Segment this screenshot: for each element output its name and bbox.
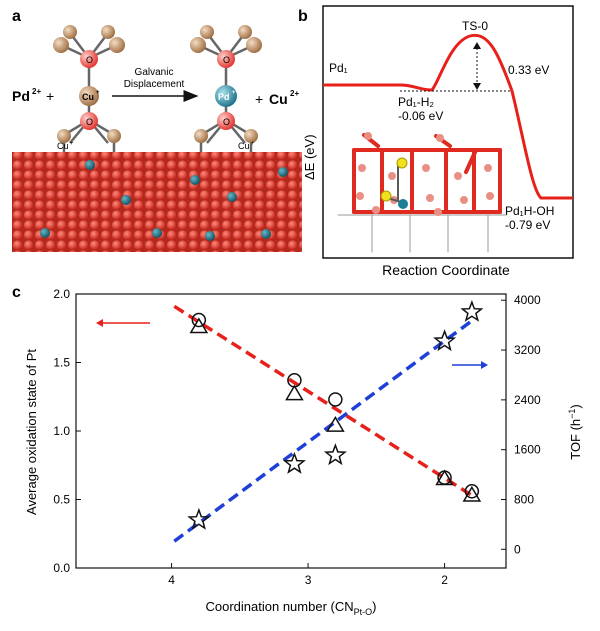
atom-o-label: O <box>223 55 230 65</box>
star-point <box>433 329 457 352</box>
pd-complex-right-atoms <box>190 25 262 143</box>
atom-cu-center-charge: + <box>96 90 100 96</box>
circle-point <box>464 484 480 499</box>
cu-ion-charge: 2+ <box>290 89 299 98</box>
cu-complex-left-atoms <box>53 25 125 143</box>
x-label-sub: Pt-O <box>354 607 373 617</box>
x-axis-label: Coordination number (CNPt-O) <box>206 599 377 617</box>
atom-pd-center-label: Pd <box>218 92 230 102</box>
atom-o-label: O <box>86 55 93 65</box>
triangle-point <box>462 485 482 502</box>
final-state-value: -0.79 eV <box>505 218 550 232</box>
plus-sign: + <box>46 88 54 104</box>
trendlines <box>173 304 473 543</box>
pd-ion-charge: 2+ <box>32 87 41 96</box>
x-axis-ticks: 4 3 2 <box>168 563 448 587</box>
star-point <box>187 507 211 530</box>
panel-c: c 0.0 0.5 1.0 1.5 2.0 0 800 1600 2400 3200 4000 4… <box>12 284 583 617</box>
barrier-label: 0.33 eV <box>508 63 549 77</box>
barrier-arrow-head-up <box>473 42 481 49</box>
x-tick-label: 2 <box>441 573 448 587</box>
surface-pd-atom <box>85 160 95 170</box>
y-right-tick-label: 1600 <box>514 443 541 457</box>
surface-pd-atom <box>261 229 271 239</box>
tof-trendline <box>173 319 473 543</box>
panel-c-label: c <box>12 284 21 301</box>
y-right-tick-label: 800 <box>514 493 534 507</box>
atom-cu-base-charge-left: + <box>70 141 74 147</box>
atom-cu-center-label: Cu <box>82 92 94 102</box>
right-axis-arrow-head <box>481 361 488 369</box>
atom-cu-base-label-left: Cu <box>57 141 69 151</box>
data-markers <box>187 299 484 530</box>
star-point <box>323 443 347 466</box>
displacement-label: Displacement <box>124 79 185 90</box>
y-right-tick-label: 3200 <box>514 343 541 357</box>
atom-pd-center-charge: + <box>232 90 236 96</box>
x-tick-label: 4 <box>168 573 175 587</box>
y-left-tick-label: 1.5 <box>53 356 70 370</box>
triangle-point <box>435 469 454 486</box>
plus-sign: + <box>255 91 263 107</box>
barrier-arrow-head-down <box>473 83 481 90</box>
inset-structure <box>337 132 507 253</box>
panel-b: b TS-0 0.33 eV Pd₁ Pd₁-H₂ -0.06 eV Pd₁H-… <box>298 5 574 278</box>
surface-pd-atom <box>278 167 288 177</box>
ts-label: TS-0 <box>462 19 488 33</box>
surface-pd-atom <box>190 175 200 185</box>
y-axis-right-label: TOF (h−1) <box>567 404 583 460</box>
y-axis-left-label: Average oxidation state of Pt <box>24 349 39 515</box>
x-label-end: ) <box>372 599 376 614</box>
final-state-label: Pd₁H-OH <box>505 204 554 218</box>
y-right-label-main: TOF (h <box>568 419 583 460</box>
y-left-tick-label: 2.0 <box>53 287 70 301</box>
energy-axis-label: ΔE (eV) <box>302 134 317 180</box>
pd-ion-label: Pd <box>12 88 30 104</box>
start-state-label: Pd₁ <box>329 61 348 75</box>
y-left-tick-label: 0.5 <box>53 493 70 507</box>
panel-a: a <box>12 8 302 252</box>
triangle-point <box>326 416 345 432</box>
circle-point <box>191 312 207 328</box>
surface-pd-atom <box>121 195 131 205</box>
atom-cu-base-charge-right: + <box>251 141 255 147</box>
cu-ion-label: Cu <box>269 91 288 107</box>
y-right-label-sup: −1 <box>567 409 577 419</box>
galvanic-label: Galvanic <box>135 67 174 78</box>
h2-state-value: -0.06 eV <box>398 109 443 123</box>
oxidation-trendline <box>173 304 473 497</box>
surface-pd-atom <box>227 192 237 202</box>
triangle-point <box>285 384 304 401</box>
atom-o-label: O <box>223 117 230 127</box>
y-right-label-end: ) <box>568 404 583 408</box>
y-left-tick-label: 1.0 <box>53 424 70 438</box>
surface-pd-atom <box>40 228 50 238</box>
star-point <box>282 451 306 474</box>
star-point <box>460 299 484 322</box>
panel-a-label: a <box>12 8 21 25</box>
left-axis-arrow-head <box>96 319 103 327</box>
y-right-tick-label: 4000 <box>514 293 541 307</box>
surface-pd-atom <box>152 228 162 238</box>
x-tick-label: 3 <box>305 573 312 587</box>
surface-pd-atom <box>205 231 215 241</box>
atom-cu-base-label-right: Cu <box>238 141 250 151</box>
panel-b-label: b <box>298 8 308 25</box>
circle-point <box>328 392 343 407</box>
right-axis-ticks: 0 800 1600 2400 3200 4000 <box>501 293 541 556</box>
plot-frame <box>75 293 507 569</box>
h2-state-label: Pd₁-H₂ <box>398 95 434 109</box>
atom-o-label: O <box>86 117 93 127</box>
y-right-tick-label: 0 <box>514 542 521 556</box>
reaction-coordinate-label: Reaction Coordinate <box>382 262 510 278</box>
y-right-tick-label: 2400 <box>514 393 541 407</box>
triangle-point <box>189 317 209 334</box>
y-left-tick-label: 0.0 <box>53 561 70 575</box>
energy-profile-curve <box>323 33 573 200</box>
embedded-pd-atoms <box>40 160 288 241</box>
left-axis-ticks: 0.0 0.5 1.0 1.5 2.0 <box>53 287 81 575</box>
x-label-main: Coordination number (CN <box>206 599 354 614</box>
